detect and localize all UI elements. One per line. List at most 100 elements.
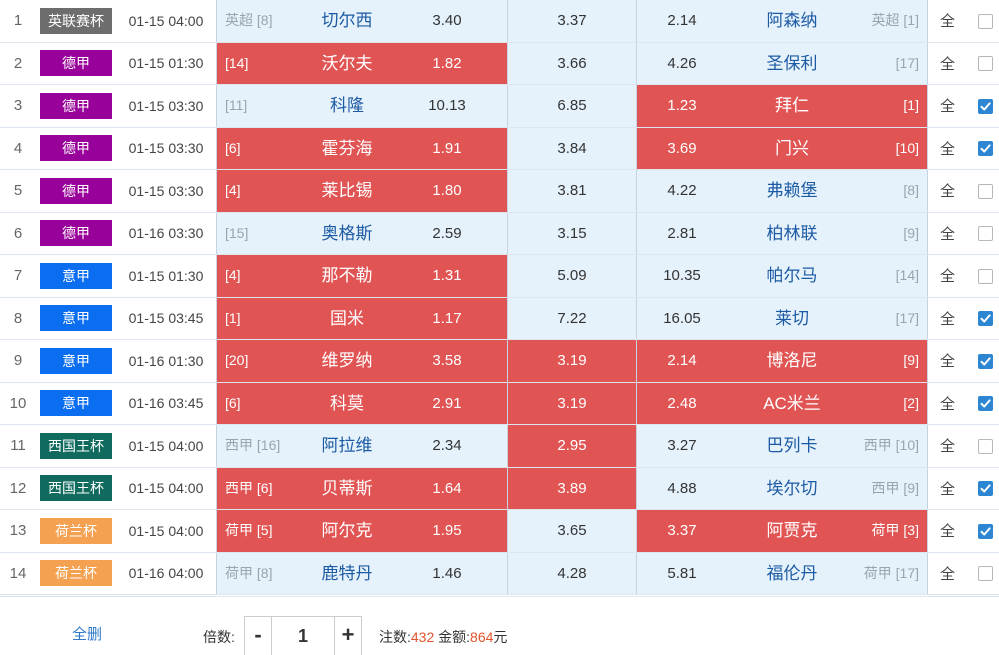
draw-option[interactable]: 3.66 [507, 42, 637, 85]
row-number: 1 [0, 0, 36, 43]
row-checkbox[interactable] [977, 566, 993, 582]
league-badge: 西国王杯 [40, 475, 112, 502]
multiplier-minus-button[interactable]: - [254, 622, 262, 647]
draw-odds: 7.22 [557, 309, 587, 327]
away-win-option[interactable]: 10.35 帕尔马 [14] [636, 254, 928, 298]
select-all-option[interactable]: 全 [927, 84, 967, 128]
multiplier-plus-button[interactable]: + [341, 622, 355, 647]
row-checkbox[interactable] [977, 311, 993, 327]
draw-option[interactable]: 3.19 [507, 382, 637, 425]
win-odds: 1.80 [432, 182, 462, 200]
draw-option[interactable]: 3.84 [507, 127, 637, 170]
draw-option[interactable]: 7.22 [507, 297, 637, 340]
away-win-option[interactable]: 1.23 拜仁 [1] [636, 84, 928, 128]
home-win-option[interactable]: [20] 维罗纳 3.58 [216, 339, 508, 383]
away-win-option[interactable]: 2.14 博洛尼 [9] [636, 339, 928, 383]
row-checkbox[interactable] [977, 523, 993, 539]
away-win-option[interactable]: 2.14 阿森纳 英超 [1] [636, 0, 928, 43]
row-checkbox[interactable] [977, 226, 993, 242]
multiplier-input[interactable]: 1 [271, 617, 335, 655]
away-win-option[interactable]: 3.37 阿贾克 荷甲 [3] [636, 509, 928, 553]
row-checkbox[interactable] [977, 268, 993, 284]
away-win-option[interactable]: 2.48 AC米兰 [2] [636, 382, 928, 425]
home-win-option[interactable]: [6] 霍芬海 1.91 [216, 127, 508, 170]
row-check-cell [967, 424, 999, 468]
row-checkbox[interactable] [977, 481, 993, 497]
away-team: 阿森纳 [766, 11, 818, 31]
away-win-option[interactable]: 5.81 福伦丹 荷甲 [17] [636, 552, 928, 595]
home-win-option[interactable]: [4] 那不勒 1.31 [216, 254, 508, 298]
away-rank: [1] [903, 97, 919, 114]
row-checkbox[interactable] [977, 13, 993, 29]
match-row: 7 意甲 01-15 01:30 [4] 那不勒 1.31 5.09 10.35 帕尔马 [14]… [0, 254, 999, 298]
home-rank: 西甲 [6] [225, 479, 273, 496]
draw-option[interactable]: 3.65 [507, 509, 637, 553]
select-all-option[interactable]: 全 [927, 169, 967, 213]
away-win-option[interactable]: 4.88 埃尔切 西甲 [9] [636, 467, 928, 510]
row-checkbox[interactable] [977, 56, 993, 72]
home-win-option[interactable]: [14] 沃尔夫 1.82 [216, 42, 508, 85]
draw-option[interactable]: 6.85 [507, 84, 637, 128]
amount-label: 金额: [438, 629, 471, 645]
home-win-option[interactable]: [15] 奥格斯 2.59 [216, 212, 508, 255]
home-win-option[interactable]: [4] 莱比锡 1.80 [216, 169, 508, 213]
league-cell: 西国王杯 [36, 467, 116, 510]
league-badge: 德甲 [40, 135, 112, 162]
row-checkbox[interactable] [977, 438, 993, 454]
win-odds: 10.13 [428, 97, 466, 115]
select-all-option[interactable]: 全 [927, 254, 967, 298]
league-badge: 荷兰杯 [40, 560, 112, 587]
home-win-option[interactable]: 荷甲 [5] 阿尔克 1.95 [216, 509, 508, 553]
home-rank: [4] [225, 267, 241, 284]
draw-option[interactable]: 5.09 [507, 254, 637, 298]
select-all-option[interactable]: 全 [927, 212, 967, 255]
league-badge: 意甲 [40, 262, 112, 289]
away-win-option[interactable]: 4.26 圣保利 [17] [636, 42, 928, 85]
draw-option[interactable]: 2.95 [507, 424, 637, 468]
row-checkbox[interactable] [977, 98, 993, 114]
select-all-option[interactable]: 全 [927, 0, 967, 43]
home-team: 鹿特丹 [321, 563, 373, 583]
select-all-option[interactable]: 全 [927, 42, 967, 85]
select-all-option[interactable]: 全 [927, 339, 967, 383]
league-cell: 意甲 [36, 297, 116, 340]
delete-all-button[interactable]: 全删 [72, 626, 103, 643]
away-win-option[interactable]: 4.22 弗赖堡 [8] [636, 169, 928, 213]
select-all-option[interactable]: 全 [927, 467, 967, 510]
select-all-option[interactable]: 全 [927, 382, 967, 425]
away-win-option[interactable]: 3.69 门兴 [10] [636, 127, 928, 170]
home-win-option[interactable]: 荷甲 [8] 鹿特丹 1.46 [216, 552, 508, 595]
draw-option[interactable]: 3.37 [507, 0, 637, 43]
league-cell: 德甲 [36, 84, 116, 128]
home-rank: [15] [225, 224, 249, 241]
home-rank: [6] [225, 139, 241, 156]
row-checkbox[interactable] [977, 141, 993, 157]
home-win-option[interactable]: [11] 科隆 10.13 [216, 84, 508, 128]
draw-odds: 3.84 [557, 139, 587, 157]
draw-option[interactable]: 3.89 [507, 467, 637, 510]
away-win-option[interactable]: 3.27 巴列卡 西甲 [10] [636, 424, 928, 468]
row-checkbox[interactable] [977, 396, 993, 412]
select-all-option[interactable]: 全 [927, 509, 967, 553]
row-checkbox[interactable] [977, 183, 993, 199]
draw-option[interactable]: 3.19 [507, 339, 637, 383]
away-win-option[interactable]: 16.05 莱切 [17] [636, 297, 928, 340]
select-all-option[interactable]: 全 [927, 552, 967, 595]
bets-label: 注数: [379, 629, 411, 645]
draw-option[interactable]: 4.28 [507, 552, 637, 595]
match-table: 1 英联赛杯 01-15 04:00 英超 [8] 切尔西 3.40 3.37 2.14 阿森纳… [0, 0, 999, 595]
row-check-cell [967, 254, 999, 298]
draw-option[interactable]: 3.81 [507, 169, 637, 213]
row-checkbox[interactable] [977, 353, 993, 369]
select-all-option[interactable]: 全 [927, 127, 967, 170]
draw-option[interactable]: 3.15 [507, 212, 637, 255]
home-win-option[interactable]: [1] 国米 1.17 [216, 297, 508, 340]
home-win-option[interactable]: 英超 [8] 切尔西 3.40 [216, 0, 508, 43]
select-all-option[interactable]: 全 [927, 297, 967, 340]
select-all-option[interactable]: 全 [927, 424, 967, 468]
home-win-option[interactable]: [6] 科莫 2.91 [216, 382, 508, 425]
away-win-option[interactable]: 2.81 柏林联 [9] [636, 212, 928, 255]
home-win-option[interactable]: 西甲 [16] 阿拉维 2.34 [216, 424, 508, 468]
home-win-option[interactable]: 西甲 [6] 贝蒂斯 1.64 [216, 467, 508, 510]
match-time: 01-16 04:00 [116, 552, 217, 595]
